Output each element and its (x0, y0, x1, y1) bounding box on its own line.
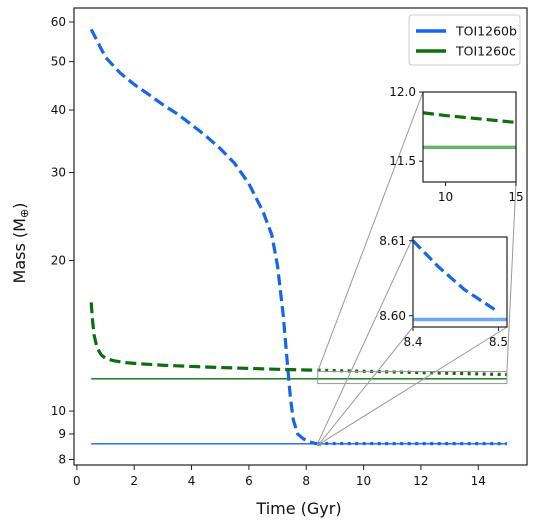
dotted-extension-2 (318, 370, 507, 374)
inset-x-tick-label: 8.4 (403, 335, 422, 349)
y-tick-label: 10 (51, 404, 66, 418)
inset-top: 10 15 11.5 12.0 (318, 85, 524, 371)
x-tick-label: 14 (471, 474, 486, 488)
legend: TOI1260b TOI1260c (409, 15, 520, 65)
legend-label-2: TOI1260c (455, 44, 516, 59)
x-tick-label: 12 (413, 474, 428, 488)
inset-x-tick-label: 10 (438, 190, 453, 204)
x-axis-label: Time (Gyr) (255, 499, 341, 518)
y-tick-label: 30 (51, 166, 66, 180)
x-tick-label: 8 (302, 474, 310, 488)
inset-y-tick-label: 12.0 (389, 85, 416, 99)
y-tick-label: 9 (58, 427, 66, 441)
y-tick-label: 50 (51, 55, 66, 69)
inset-connector (318, 237, 413, 443)
legend-label-1: TOI1260b (455, 24, 517, 39)
inset-bottom: 8.4 8.5 8.60 8.61 (318, 234, 508, 446)
x-tick-label: 10 (356, 474, 371, 488)
y-axis-label-symbol: ⊕ (18, 209, 31, 218)
x-tick-label: 0 (73, 474, 81, 488)
inset-y-tick-label: 8.61 (379, 234, 406, 248)
inset-background (423, 92, 516, 182)
y-axis-label: Mass (M⊕) (10, 203, 31, 284)
y-tick-label: 40 (51, 103, 66, 117)
y-axis-label-text: Mass (M (10, 218, 29, 283)
y-tick-label: 8 (58, 453, 66, 467)
x-tick-label: 4 (188, 474, 196, 488)
inset-x-tick-label: 8.5 (489, 335, 508, 349)
inset-connector (507, 182, 516, 371)
y-tick-label: 20 (51, 254, 66, 268)
inset-y-tick-label: 11.5 (389, 154, 416, 168)
inset-x-tick-label: 15 (508, 190, 523, 204)
inset-background (413, 237, 507, 327)
inset-y-tick-label: 8.60 (379, 309, 406, 323)
y-axis-label-close: ) (10, 203, 29, 209)
series-line-1 (91, 29, 318, 443)
x-tick-label: 6 (245, 474, 253, 488)
inset-connector (318, 327, 413, 446)
y-tick-label: 60 (51, 15, 66, 29)
x-tick-label: 2 (130, 474, 138, 488)
